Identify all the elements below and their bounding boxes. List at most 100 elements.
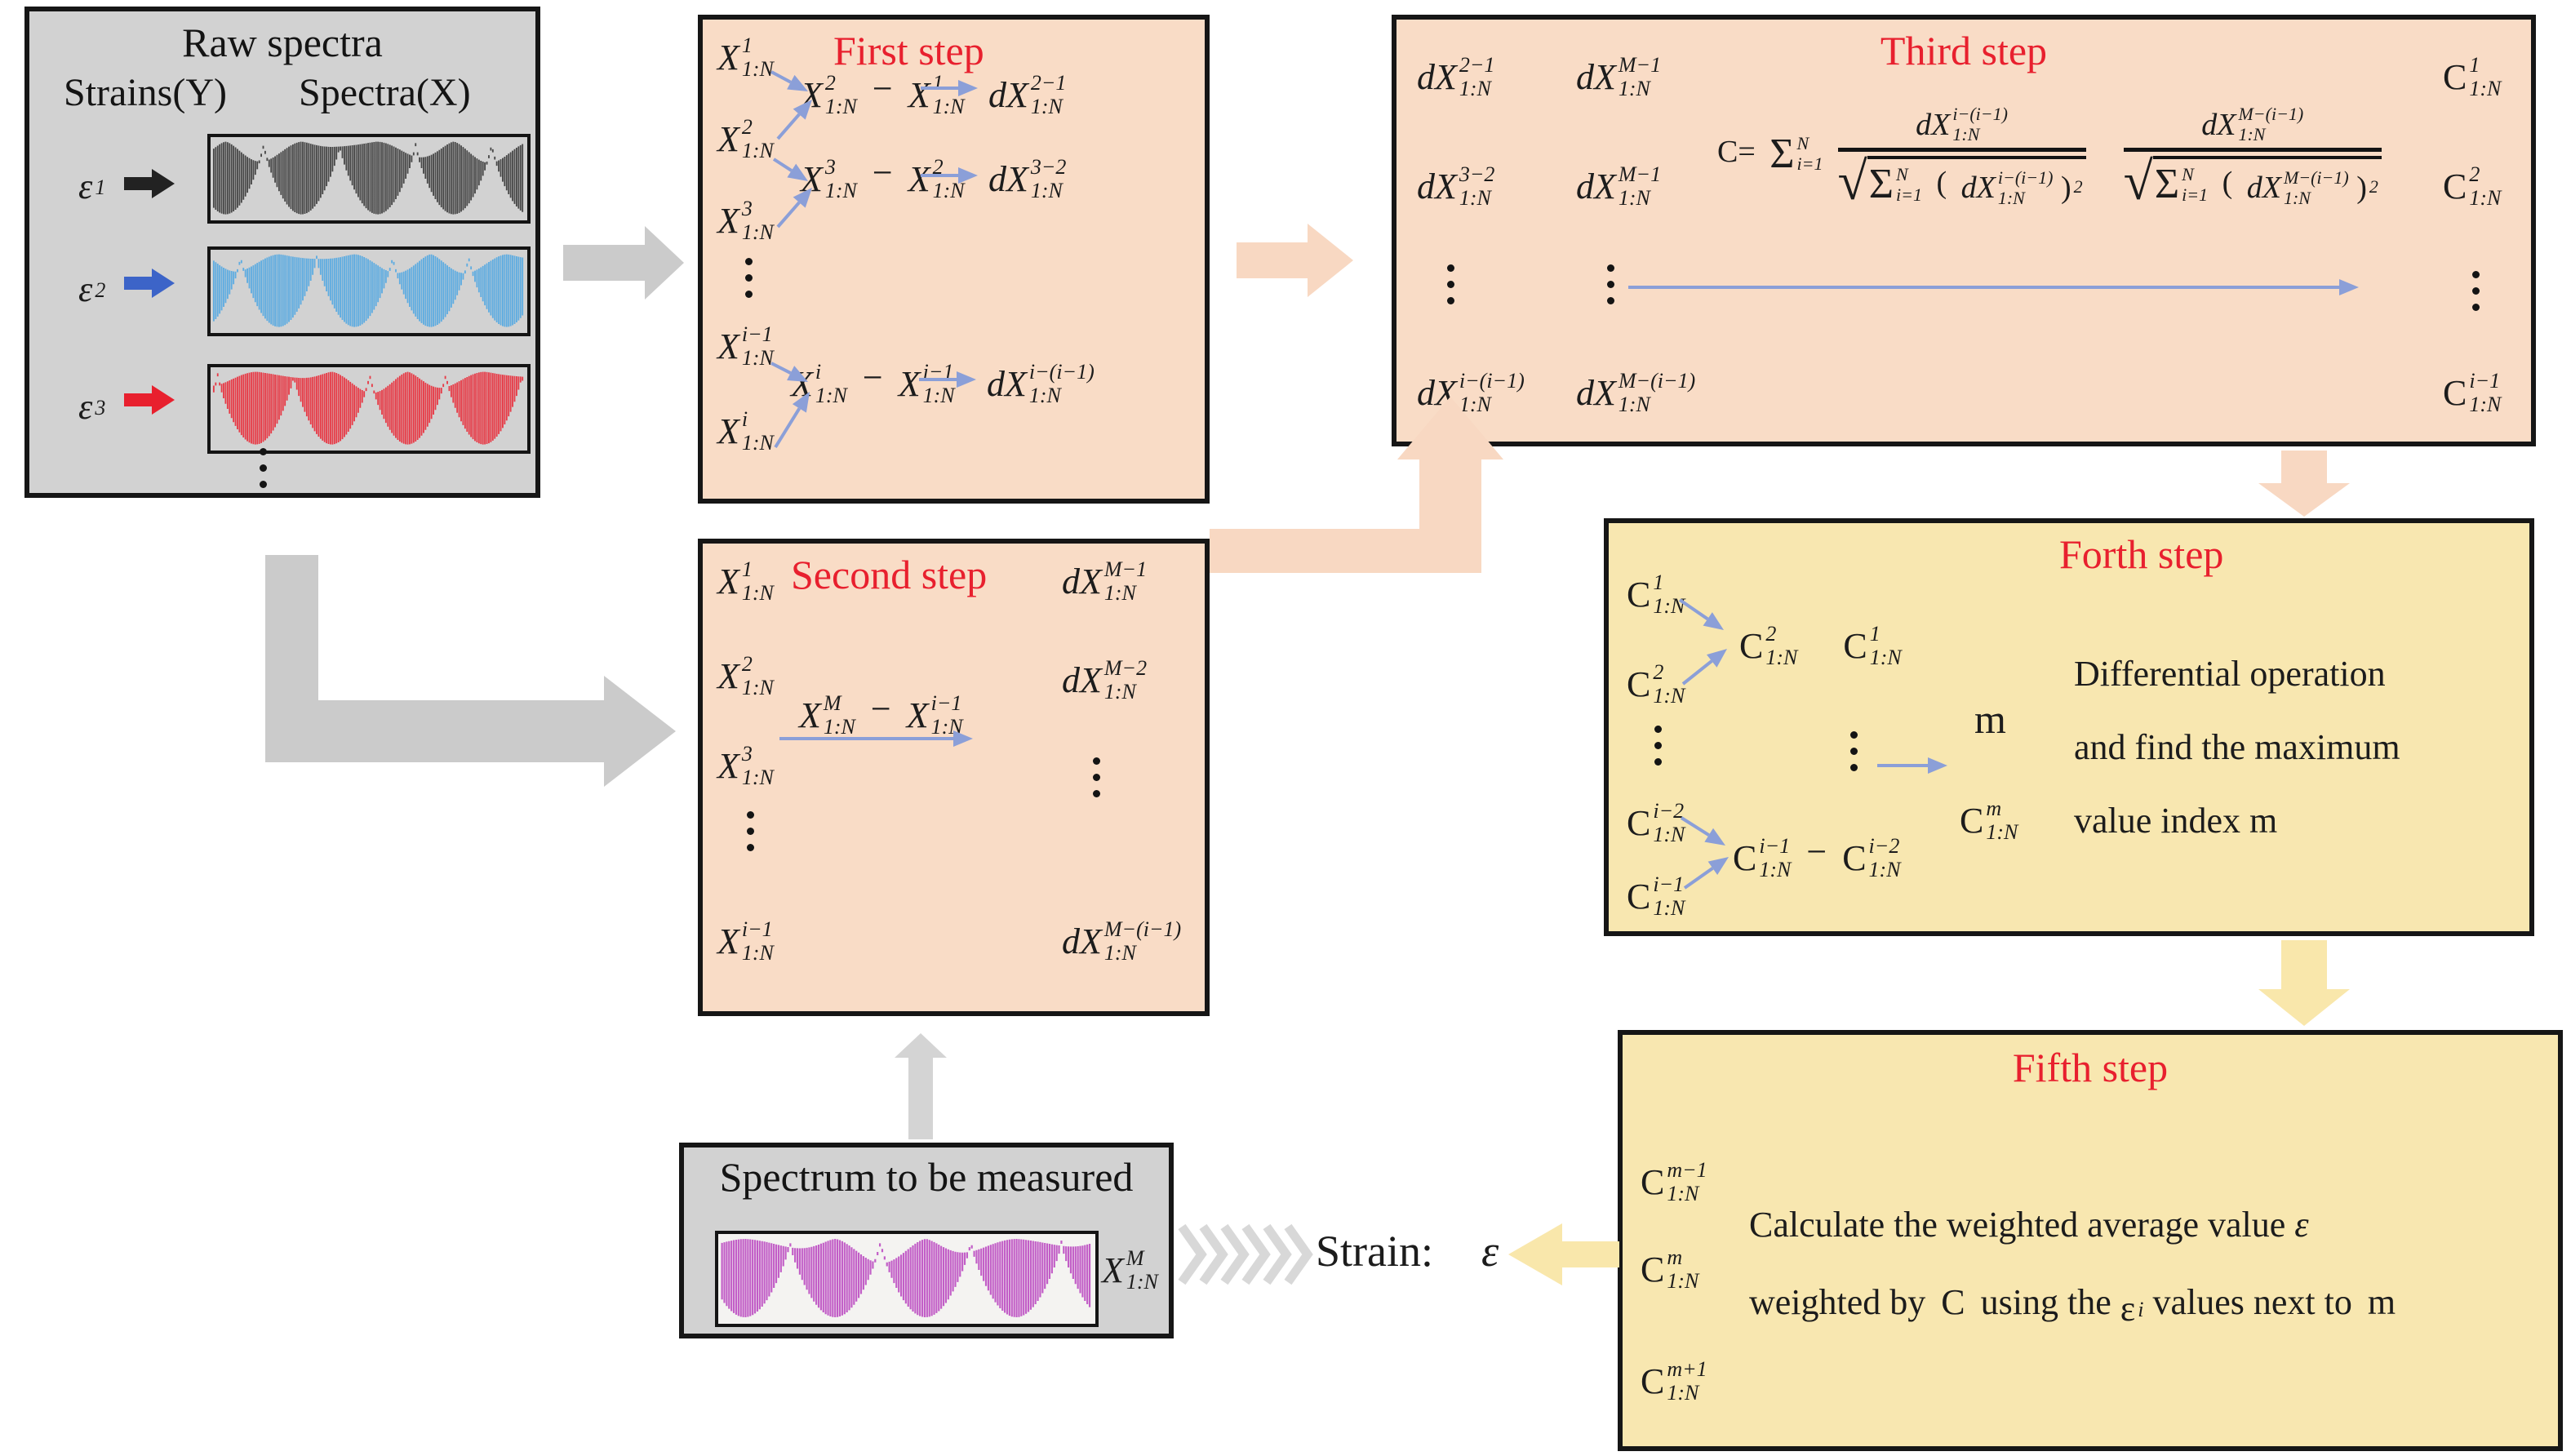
spectrum2-waveform bbox=[212, 254, 524, 327]
arrow-fifth-to-strain bbox=[1508, 1223, 1619, 1285]
second-x2: X 2 1:N bbox=[717, 652, 774, 700]
spectrum3-frame bbox=[207, 364, 531, 454]
raw-ellipsis bbox=[260, 448, 267, 488]
fourth-pair-top: C 2 1:N C 1 1:N bbox=[1739, 622, 1902, 670]
arrow-raw-to-first bbox=[563, 226, 684, 300]
measured-spectrum-title: Spectrum to be measured bbox=[719, 1154, 1134, 1200]
third-col1-row1: dX 2−1 1:N bbox=[1417, 53, 1495, 101]
arrow-first-to-third bbox=[1237, 224, 1353, 297]
first-ellipsis bbox=[745, 258, 753, 298]
raw-spectra-title: Raw spectra bbox=[182, 20, 383, 65]
arrow-third-to-forth bbox=[2258, 451, 2350, 517]
waveform-path bbox=[721, 1239, 1091, 1317]
fraction1-bar bbox=[1837, 148, 2086, 153]
fourth-in1: C 1 1:N bbox=[1627, 570, 1685, 619]
measured-waveform bbox=[721, 1239, 1091, 1317]
third-col2-row2: dX M−1 1:N bbox=[1576, 162, 1662, 211]
waveform-path bbox=[212, 141, 524, 215]
first-expr1: X 2 1:N − X 1 1:N bbox=[801, 69, 965, 119]
third-col1-row2: dX 3−2 1:N bbox=[1417, 162, 1495, 211]
first-expr2: X 3 1:N − X 2 1:N bbox=[801, 153, 965, 203]
forth-step-title: Forth step bbox=[2059, 531, 2224, 577]
chevron-icon bbox=[1241, 1223, 1271, 1285]
fourth-in-ellipsis bbox=[1654, 726, 1662, 766]
second-out2: dX M−2 1:N bbox=[1062, 656, 1148, 704]
third-col2-ellipsis bbox=[1607, 264, 1614, 304]
first-x1: X 1 1:N bbox=[717, 33, 774, 82]
second-out1: dX M−1 1:N bbox=[1062, 557, 1148, 606]
third-step-title: Third step bbox=[1880, 28, 2048, 73]
fraction1-numerator: dX i−(i−1) 1:N bbox=[1916, 104, 2008, 145]
measured-spectrum-box: Spectrum to be measured X M 1:N bbox=[679, 1143, 1174, 1338]
radical-icon: √ bbox=[1837, 152, 1867, 212]
fifth-desc-line1: Calculate the weighted average value ε bbox=[1749, 1205, 2309, 1245]
fourth-mid-ellipsis bbox=[1850, 731, 1858, 771]
second-out3: dX M−(i−1) 1:N bbox=[1062, 917, 1182, 965]
fourth-desc-line2: and find the maximum bbox=[2074, 727, 2400, 767]
third-col3-row2: C 2 1:N bbox=[2443, 162, 2502, 211]
arrow-raw-to-second bbox=[265, 555, 676, 787]
spectrum3-waveform bbox=[212, 371, 524, 445]
spectra-column-header: Spectra(X) bbox=[299, 71, 471, 114]
third-col3-row1: C 1 1:N bbox=[2443, 53, 2502, 101]
fourth-in2: C 2 1:N bbox=[1627, 660, 1685, 708]
first-x3: X 3 1:N bbox=[717, 197, 774, 245]
first-step-title: First step bbox=[833, 28, 984, 73]
fourth-desc-line3: value index m bbox=[2074, 801, 2278, 841]
first-out3: dX i−(i−1) 1:N bbox=[987, 360, 1095, 408]
arrow-forth-to-fifth bbox=[2258, 940, 2350, 1026]
first-out1: dX 2−1 1:N bbox=[988, 71, 1067, 119]
fourth-desc-line1: Differential operation bbox=[2074, 654, 2386, 694]
strain-result-label: Strain: bbox=[1316, 1227, 1433, 1276]
second-ellipsis bbox=[747, 811, 754, 851]
third-col1-ellipsis bbox=[1447, 264, 1454, 304]
fourth-m-label: m bbox=[1974, 696, 2006, 742]
spectrum1-frame bbox=[207, 134, 531, 224]
chevron-icon bbox=[1199, 1223, 1228, 1285]
chevron-icon bbox=[1263, 1223, 1292, 1285]
arrow-measured-to-second bbox=[895, 1033, 947, 1139]
chevron-icon bbox=[1178, 1223, 1207, 1285]
second-x1: X 1 1:N bbox=[717, 557, 774, 606]
radical-icon: √ bbox=[2123, 152, 2153, 212]
strains-column-header: Strains(Y) bbox=[64, 71, 227, 114]
waveform-path bbox=[212, 254, 524, 327]
third-col2-row4: dX M−(i−1) 1:N bbox=[1576, 369, 1696, 417]
chevron-icon bbox=[1284, 1223, 1313, 1285]
measured-spectrum-frame bbox=[715, 1231, 1099, 1327]
fraction2-numerator: dX M−(i−1) 1:N bbox=[2201, 104, 2304, 145]
second-step-title: Second step bbox=[791, 552, 988, 597]
spectrum2-frame bbox=[207, 246, 531, 336]
chevron-icon bbox=[1220, 1223, 1250, 1285]
third-col1-row4: dX i−(i−1) 1:N bbox=[1417, 369, 1525, 417]
fifth-step-title: Fifth step bbox=[2012, 1045, 2169, 1090]
